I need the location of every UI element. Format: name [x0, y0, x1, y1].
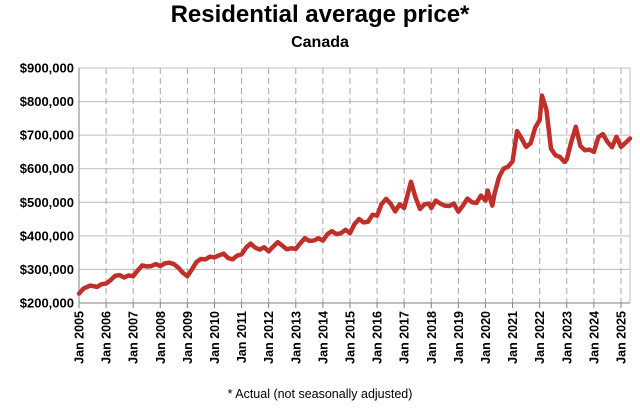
y-tick-label: $700,000 — [20, 128, 74, 143]
x-tick-label: Jan 2019 — [452, 311, 466, 364]
y-tick-label: $800,000 — [20, 94, 74, 109]
x-tick-label: Jan 2018 — [425, 311, 439, 364]
y-tick-label: $200,000 — [20, 296, 74, 311]
x-tick-label: Jan 2022 — [533, 311, 547, 364]
chart-footnote: * Actual (not seasonally adjusted) — [227, 387, 413, 401]
x-tick-label: Jan 2021 — [506, 311, 520, 364]
x-tick-label: Jan 2011 — [235, 311, 249, 363]
chart-title: Residential average price* — [170, 1, 470, 28]
x-tick-label: Jan 2025 — [614, 311, 628, 364]
x-tick-label: Jan 2023 — [560, 311, 574, 364]
y-tick-label: $600,000 — [20, 161, 74, 176]
x-tick-label: Jan 2009 — [181, 311, 195, 364]
x-tick-label: Jan 2005 — [73, 311, 87, 364]
y-tick-label: $400,000 — [20, 228, 74, 243]
x-tick-label: Jan 2008 — [154, 311, 168, 364]
x-tick-label: Jan 2015 — [343, 311, 357, 364]
x-tick-label: Jan 2014 — [316, 311, 330, 364]
x-tick-label: Jan 2007 — [127, 311, 141, 364]
x-tick-label: Jan 2017 — [398, 311, 412, 364]
x-tick-label: Jan 2024 — [587, 311, 601, 364]
y-tick-label: $900,000 — [20, 61, 74, 76]
chart-subtitle: Canada — [291, 34, 349, 51]
series-line-average-price — [76, 93, 633, 296]
x-tick-label: Jan 2006 — [100, 311, 114, 364]
x-tick-label: Jan 2016 — [371, 311, 385, 364]
x-tick-label: Jan 2010 — [208, 311, 222, 364]
x-tick-label: Jan 2020 — [479, 311, 493, 364]
x-tick-label: Jan 2012 — [262, 311, 276, 364]
x-tick-label: Jan 2013 — [289, 311, 303, 364]
y-tick-label: $500,000 — [20, 195, 74, 210]
y-tick-label: $300,000 — [20, 262, 74, 277]
